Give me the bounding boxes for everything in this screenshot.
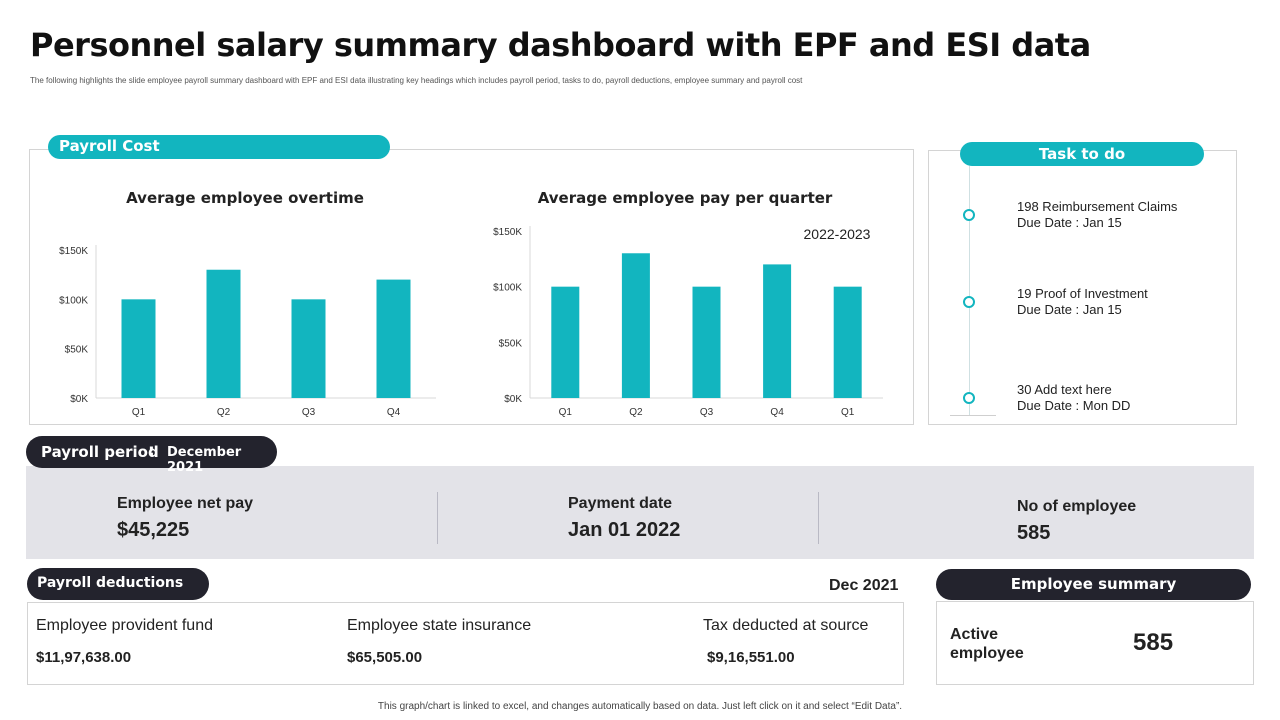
task-title: 30 Add text here (1017, 382, 1112, 397)
payroll-period-band (26, 466, 1254, 559)
overtime-y-tick-label: $150K (59, 246, 88, 257)
task-item[interactable]: 19 Proof of Investment Due Date : Jan 15 (1017, 286, 1148, 318)
deductions-panel (27, 602, 904, 685)
payroll-period-colon: : (148, 441, 155, 461)
pay-per-quarter-bar-chart: $0K $50K $100K $150K Q1 Q2 Q3 Q4 Q1 2022-2023 (493, 226, 883, 418)
page-subtitle: The following highlights the slide emplo… (30, 76, 803, 85)
pay-quarter-annotation: 2022-2023 (804, 226, 871, 242)
band-divider (437, 492, 438, 544)
esi-label: Employee state insurance (347, 617, 532, 634)
net-pay-label: Employee net pay (117, 495, 254, 512)
epf-value: $11,97,638.00 (36, 649, 132, 666)
task-timeline-line (969, 166, 970, 416)
page-title: Personnel salary summary dashboard with … (30, 26, 1091, 64)
overtime-x-tick-label: Q1 (132, 407, 146, 418)
overtime-y-tick-label: $50K (65, 345, 89, 356)
employee-summary-panel (936, 601, 1254, 685)
pay-quarter-bar (833, 286, 862, 398)
employee-count-value: 585 (1017, 522, 1051, 544)
task-due: Due Date : Jan 15 (1017, 215, 1122, 230)
payment-date-value: Jan 01 2022 (568, 519, 681, 541)
payroll-period-tab: Payroll period : December 2021 (26, 436, 277, 475)
active-label-line-2: employee (950, 645, 1024, 662)
pay-quarter-y-tick-label: $100K (493, 283, 522, 294)
overtime-bar (376, 279, 411, 398)
overtime-bar (121, 299, 156, 398)
employee-summary-label: Employee summary (1010, 575, 1177, 593)
overtime-x-tick-label: Q2 (217, 407, 231, 418)
pay-quarter-y-tick-label: $50K (499, 338, 523, 349)
deductions-tab: Payroll deductions (27, 568, 209, 600)
pay-quarter-bar (551, 286, 580, 398)
task-dot-icon (963, 296, 975, 308)
footnote: This graph/chart is linked to excel, and… (377, 701, 903, 712)
overtime-bar-chart: $0K $50K $100K $150K Q1 Q2 Q3 Q4 (59, 245, 436, 418)
pay-quarter-x-tick-label: Q4 (770, 407, 784, 418)
payroll-cost-label: Payroll Cost (59, 137, 160, 155)
overtime-x-tick-label: Q3 (302, 407, 316, 418)
payment-date-label: Payment date (568, 495, 673, 512)
task-title: 198 Reimbursement Claims (1017, 199, 1178, 214)
task-due: Due Date : Jan 15 (1017, 302, 1122, 317)
pay-quarter-x-tick-label: Q1 (559, 407, 573, 418)
task-due: Due Date : Mon DD (1017, 398, 1131, 413)
task-dot-icon (963, 392, 975, 404)
employee-summary-tab: Employee summary (936, 569, 1251, 600)
task-tab: Task to do (960, 142, 1204, 166)
overtime-y-tick-label: $100K (59, 295, 88, 306)
tds-value: $9,16,551.00 (707, 649, 795, 666)
payroll-cost-tab: Payroll Cost (48, 135, 390, 159)
task-timeline-base (950, 415, 996, 416)
task-item[interactable]: 30 Add text here Due Date : Mon DD (1017, 382, 1130, 414)
overtime-bar (206, 269, 241, 398)
deductions-date: Dec 2021 (829, 577, 899, 594)
deductions-label: Payroll deductions (37, 575, 184, 591)
active-label-line-1: Active (950, 626, 999, 643)
pay-quarter-bar (692, 286, 721, 398)
band-divider (818, 492, 819, 544)
task-item[interactable]: 198 Reimbursement Claims Due Date : Jan … (1017, 199, 1177, 231)
pay-quarter-bar (763, 264, 792, 398)
pay-quarter-y-tick-label: $150K (493, 227, 522, 238)
task-title: 19 Proof of Investment (1017, 286, 1148, 301)
task-label: Task to do (1038, 145, 1126, 163)
epf-label: Employee provident fund (36, 617, 213, 634)
chart-title-pay-per-quarter: Average employee pay per quarter (537, 189, 833, 207)
pay-quarter-x-tick-label: Q2 (629, 407, 643, 418)
tds-label: Tax deducted at source (703, 617, 869, 634)
active-employee-label: Active employee (950, 625, 1024, 663)
payroll-period-value: December 2021 (167, 445, 242, 475)
overtime-y-tick-label: $0K (70, 394, 88, 405)
pay-quarter-x-tick-label: Q1 (841, 407, 855, 418)
task-panel (928, 150, 1237, 425)
active-employee-value: 585 (1133, 629, 1174, 656)
chart-title-overtime: Average employee overtime (126, 189, 364, 207)
payroll-period-label: Payroll period (41, 443, 159, 461)
net-pay-value: $45,225 (117, 519, 190, 541)
esi-value: $65,505.00 (347, 649, 423, 666)
pay-quarter-x-tick-label: Q3 (700, 407, 714, 418)
task-dot-icon (963, 209, 975, 221)
employee-count-label: No of employee (1017, 498, 1137, 515)
pay-quarter-y-tick-label: $0K (504, 394, 522, 405)
overtime-x-tick-label: Q4 (387, 407, 401, 418)
overtime-bar (291, 299, 326, 398)
pay-quarter-bar (621, 253, 650, 398)
